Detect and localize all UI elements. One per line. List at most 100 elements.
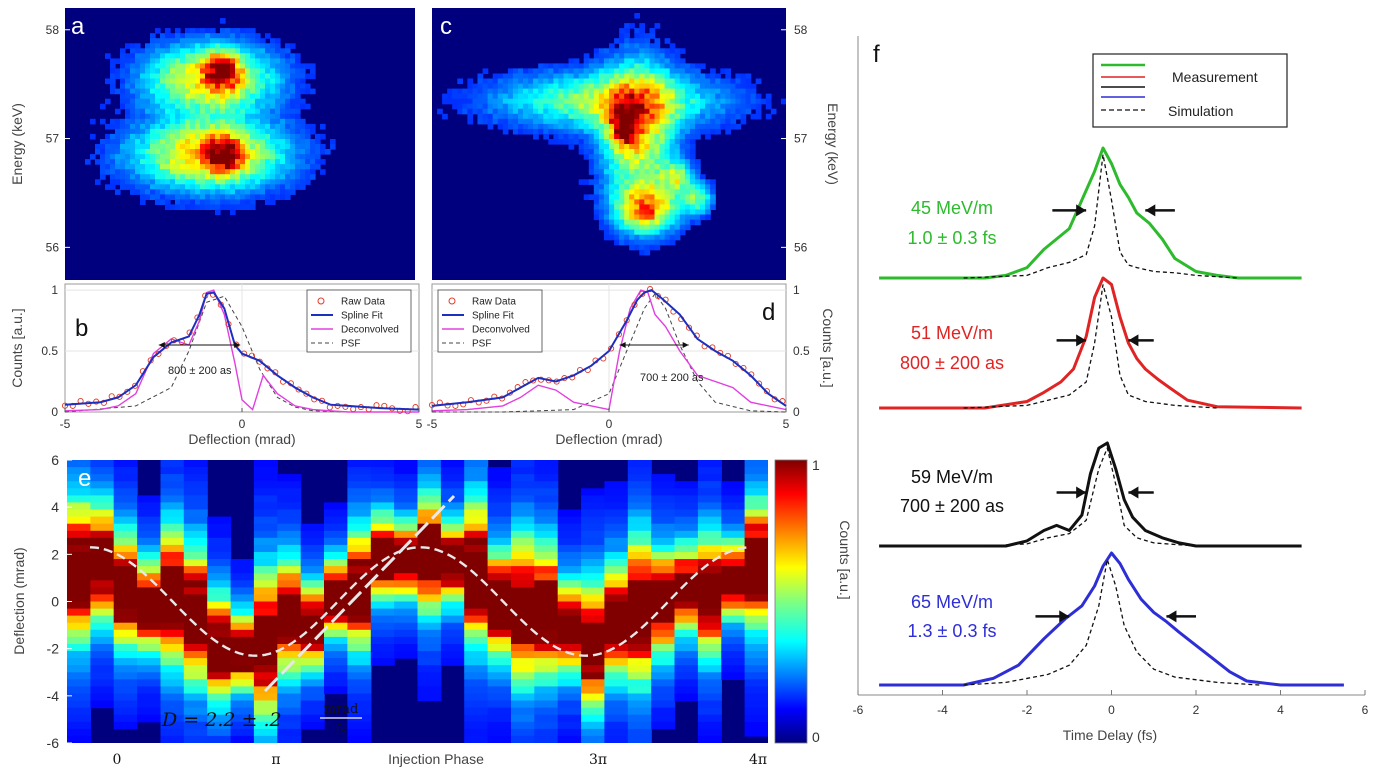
heatmap-cell bbox=[205, 199, 211, 205]
heatmap-cell bbox=[275, 98, 281, 105]
heatmap-cell bbox=[165, 98, 171, 105]
heatmap-cell bbox=[705, 93, 711, 100]
heatmap-cell bbox=[649, 214, 656, 221]
heatmap-cell bbox=[593, 53, 600, 59]
heatmap-cell bbox=[684, 78, 691, 85]
heatmap-cell bbox=[270, 123, 276, 130]
heatmap-cell bbox=[245, 139, 251, 145]
heatmap-cell bbox=[260, 88, 266, 95]
heatmap-cell bbox=[305, 174, 311, 180]
heatmap-cell bbox=[534, 516, 559, 525]
heatmap-cell bbox=[720, 98, 726, 105]
heatmap-cell bbox=[275, 43, 281, 49]
heatmap-cell bbox=[644, 88, 651, 95]
heatmap-cell bbox=[659, 139, 666, 145]
heatmap-cell bbox=[324, 594, 348, 603]
heatmap-cell bbox=[185, 73, 191, 80]
heatmap-cell bbox=[563, 139, 570, 145]
heatmap-cell bbox=[578, 113, 585, 120]
heatmap-cell bbox=[270, 103, 276, 110]
heatmap-cell bbox=[659, 204, 666, 210]
heatmap-cell bbox=[664, 98, 671, 105]
heatmap-cell bbox=[604, 523, 629, 532]
heatmap-cell bbox=[558, 118, 565, 125]
heatmap-cell bbox=[300, 686, 325, 695]
heatmap-cell bbox=[627, 714, 652, 723]
heatmap-cell bbox=[205, 128, 211, 135]
heatmap-cell bbox=[135, 154, 141, 160]
heatmap-cell bbox=[394, 474, 419, 482]
heatmap-cell bbox=[260, 38, 266, 44]
heatmap-cell bbox=[588, 179, 595, 185]
heatmap-cell bbox=[265, 164, 271, 170]
heatmap-cell bbox=[285, 88, 291, 95]
panel-b-x-label: Deflection (mrad) bbox=[188, 431, 295, 447]
heatmap-cell bbox=[245, 159, 251, 165]
heatmap-cell bbox=[528, 98, 534, 105]
heatmap-cell bbox=[557, 644, 582, 652]
heatmap-cell bbox=[593, 174, 600, 180]
heatmap-cell bbox=[624, 189, 630, 195]
slope-lhs: D = 2.2 ± .2 bbox=[161, 709, 282, 731]
heatmap-cell bbox=[155, 118, 161, 125]
heatmap-cell bbox=[684, 108, 691, 115]
heatmap-cell bbox=[634, 43, 640, 49]
heatmap-cell bbox=[180, 43, 186, 49]
heatmap-cell bbox=[230, 204, 236, 210]
heatmap-cell bbox=[588, 164, 595, 170]
heatmap-cell bbox=[627, 636, 652, 645]
heatmap-cell bbox=[240, 103, 246, 110]
heatmap-cell bbox=[215, 189, 221, 195]
heatmap-cell bbox=[210, 123, 216, 130]
heatmap-cell bbox=[67, 615, 91, 624]
heatmap-cell bbox=[669, 88, 676, 95]
heatmap-cell bbox=[629, 53, 635, 59]
heatmap-cell bbox=[280, 128, 286, 135]
heatmap-cell bbox=[634, 184, 640, 190]
heatmap-cell bbox=[255, 118, 261, 125]
heatmap-cell bbox=[324, 629, 348, 638]
heatmap-cell bbox=[90, 679, 115, 687]
heatmap-cell bbox=[275, 159, 281, 165]
heatmap-cell bbox=[533, 93, 539, 100]
heatmap-cell bbox=[614, 164, 620, 170]
heatmap-cell bbox=[370, 559, 395, 567]
trace-duration-label: 800 ± 200 as bbox=[900, 353, 1004, 373]
heatmap-cell bbox=[200, 113, 206, 120]
heatmap-cell bbox=[165, 38, 171, 44]
x-tick-label: 5 bbox=[783, 417, 790, 431]
heatmap-cell bbox=[523, 88, 529, 95]
heatmap-cell bbox=[290, 43, 296, 49]
heatmap-cell bbox=[215, 209, 221, 216]
heatmap-cell bbox=[140, 68, 146, 74]
heatmap-cell bbox=[609, 73, 615, 80]
heatmap-cell bbox=[230, 209, 236, 216]
panel-a-label: a bbox=[71, 13, 85, 40]
heatmap-cell bbox=[253, 467, 278, 475]
heatmap-cell bbox=[740, 73, 747, 80]
heatmap-cell bbox=[225, 33, 231, 39]
heatmap-cell bbox=[548, 63, 554, 69]
heatmap-cell bbox=[523, 98, 529, 105]
heatmap-cell bbox=[609, 123, 615, 130]
heatmap-cell bbox=[277, 516, 302, 525]
heatmap-cell bbox=[113, 587, 138, 596]
heatmap-cell bbox=[347, 700, 372, 709]
heatmap-cell bbox=[295, 88, 301, 95]
heatmap-cell bbox=[721, 495, 746, 504]
heatmap-cell bbox=[639, 204, 645, 210]
heatmap-cell bbox=[394, 460, 419, 468]
heatmap-cell bbox=[624, 123, 630, 130]
heatmap-cell bbox=[205, 103, 211, 110]
heatmap-cell bbox=[347, 537, 372, 546]
heatmap-cell bbox=[644, 174, 651, 180]
heatmap-cell bbox=[462, 93, 468, 100]
heatmap-cell bbox=[183, 566, 208, 574]
heatmap-cell bbox=[110, 154, 116, 160]
heatmap-cell bbox=[548, 118, 554, 125]
heatmap-cell bbox=[639, 48, 645, 54]
heatmap-cell bbox=[689, 149, 696, 155]
heatmap-cell bbox=[487, 651, 512, 659]
heatmap-cell bbox=[581, 728, 606, 737]
heatmap-cell bbox=[277, 735, 302, 743]
